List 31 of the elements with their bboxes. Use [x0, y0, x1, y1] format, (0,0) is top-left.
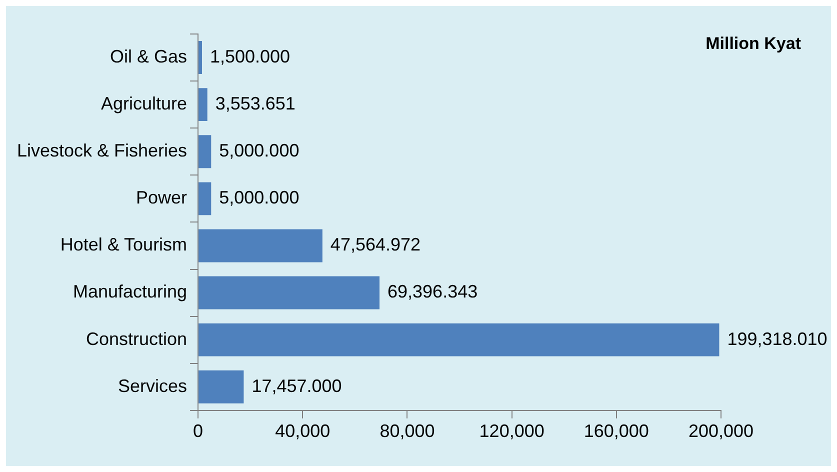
data-label: 17,457.000	[252, 376, 342, 396]
x-tick-label: 120,000	[479, 421, 544, 442]
y-tick-label: Construction	[86, 328, 188, 349]
y-tick-label: Hotel & Tourism	[60, 234, 188, 255]
y-tick-label: Oil & Gas	[110, 46, 188, 66]
x-tick-label: 40,000	[275, 421, 330, 442]
bar	[198, 135, 212, 168]
bar	[198, 370, 244, 404]
bar	[198, 182, 212, 216]
data-label: 1,500.000	[210, 46, 290, 66]
y-tick-label: Power	[136, 188, 188, 208]
bar	[198, 88, 208, 122]
bar	[198, 41, 202, 74]
bar	[198, 276, 380, 310]
data-label: 3,553.651	[215, 94, 296, 114]
x-tick-label: 0	[193, 421, 204, 442]
x-tick-label: 200,000	[688, 421, 754, 442]
x-tick-label: 160,000	[584, 421, 649, 442]
x-tick-label: 80,000	[380, 421, 435, 442]
y-tick-label: Manufacturing	[72, 282, 188, 302]
data-label: 47,564.972	[330, 234, 421, 255]
y-tick-label: Services	[118, 376, 188, 396]
bar	[198, 229, 322, 262]
y-tick-label: Agriculture	[101, 94, 188, 114]
data-label: 5,000.000	[219, 140, 300, 161]
y-tick-label: Livestock & Fisheries	[16, 140, 188, 161]
data-label: 5,000.000	[219, 188, 300, 208]
annotation: Million Kyat	[706, 34, 802, 54]
data-label: 199,318.010	[727, 328, 828, 349]
data-label: 69,396.343	[388, 282, 478, 302]
bar	[198, 323, 720, 356]
